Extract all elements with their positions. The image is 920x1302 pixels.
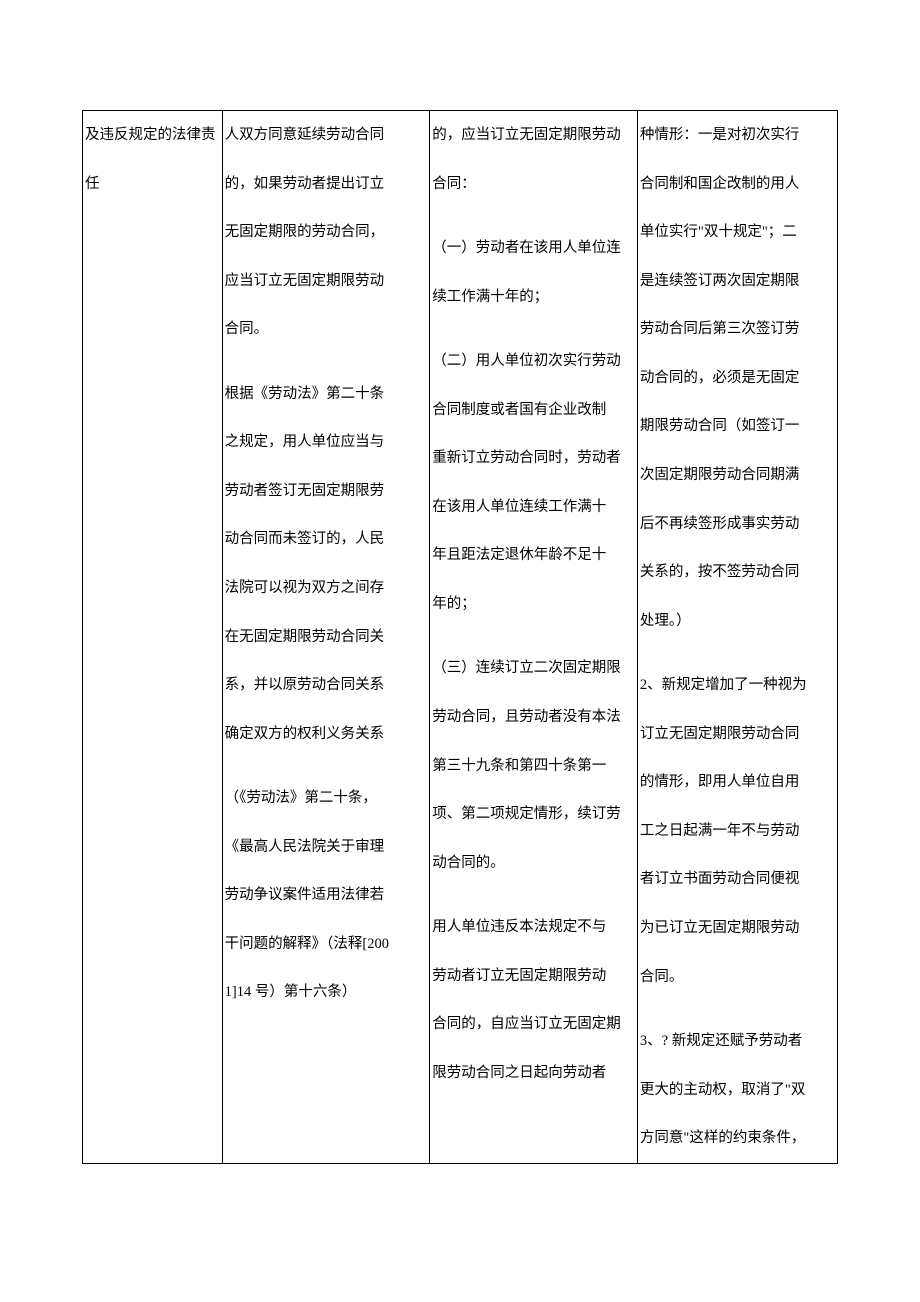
text-line: （三）连续订立二次固定期限 (432, 644, 635, 693)
text-line: 动合同的。 (432, 839, 635, 888)
text-line: 续工作满十年的； (432, 273, 635, 322)
text-line: 用人单位违反本法规定不与 (432, 903, 635, 952)
text-line: 根据《劳动法》第二十条 (225, 370, 428, 419)
paragraph-gap (640, 1001, 835, 1017)
text-line: 合同制和国企改制的用人 (640, 160, 835, 209)
paragraph-gap (432, 629, 635, 645)
text-line: 次固定期限劳动合同期满 (640, 451, 835, 500)
text-line: 关系的，按不签劳动合同 (640, 548, 835, 597)
text-line: 的情形，即用人单位自用 (640, 758, 835, 807)
text-line: 的，如果劳动者提出订立 (225, 160, 428, 209)
paragraph-gap (432, 321, 635, 337)
text-line: 及违反规定的法律责 (85, 111, 220, 160)
cell-new-law: 的，应当订立无固定期限劳动 合同： （一）劳动者在该用人单位连 续工作满十年的；… (430, 111, 638, 1164)
text-line: 期限劳动合同（如签订一 (640, 402, 835, 451)
text-line: 者订立书面劳动合同便视 (640, 855, 835, 904)
paragraph-gap (225, 758, 428, 774)
text-line: 的，应当订立无固定期限劳动 (432, 111, 635, 160)
text-line: 人双方同意延续劳动合同 (225, 111, 428, 160)
cell-topic: 及违反规定的法律责 任 (83, 111, 223, 1164)
text-line: 劳动者签订无固定期限劳 (225, 467, 428, 516)
text-line: （二）用人单位初次实行劳动 (432, 337, 635, 386)
text-line: 劳动合同，且劳动者没有本法 (432, 693, 635, 742)
text-line: 之规定，用人单位应当与 (225, 418, 428, 467)
cell-comment: 种情形：一是对初次实行 合同制和国企改制的用人 单位实行"双十规定"；二 是连续… (637, 111, 837, 1164)
text-line: 为已订立无固定期限劳动 (640, 904, 835, 953)
text-line: 合同的，自应当订立无固定期 (432, 1000, 635, 1049)
text-line: 动合同的，必须是无固定 (640, 354, 835, 403)
table-row: 及违反规定的法律责 任 人双方同意延续劳动合同 的，如果劳动者提出订立 无固定期… (83, 111, 838, 1164)
text-line: 年且距法定退休年龄不足十 (432, 531, 635, 580)
paragraph-gap (640, 645, 835, 661)
text-line: 单位实行"双十规定"；二 (640, 208, 835, 257)
text-line: 订立无固定期限劳动合同 (640, 710, 835, 759)
text-line: 确定双方的权利义务关系 (225, 710, 428, 759)
text-line: 后不再续签形成事实劳动 (640, 500, 835, 549)
text-line: 方同意"这样的约束条件， (640, 1114, 835, 1163)
text-line: 任 (85, 160, 220, 209)
text-line: 更大的主动权，取消了"双 (640, 1066, 835, 1115)
text-line: 无固定期限的劳动合同， (225, 208, 428, 257)
text-line: 工之日起满一年不与劳动 (640, 807, 835, 856)
text-line: 干问题的解释》（法释[200 (225, 920, 428, 969)
text-line: 《最高人民法院关于审理 (225, 823, 428, 872)
text-line: 在无固定期限劳动合同关 (225, 613, 428, 662)
text-line: 法院可以视为双方之间存 (225, 564, 428, 613)
text-line: 年的； (432, 580, 635, 629)
text-line: 动合同而未签订的，人民 (225, 515, 428, 564)
text-line: 限劳动合同之日起向劳动者 (432, 1049, 635, 1098)
text-line: 项、第二项规定情形，续订劳 (432, 790, 635, 839)
text-line: 劳动合同后第三次签订劳 (640, 305, 835, 354)
text-line: 在该用人单位连续工作满十 (432, 483, 635, 532)
text-line: 处理。） (640, 597, 835, 646)
text-line: 合同。 (640, 953, 835, 1002)
text-line: 重新订立劳动合同时，劳动者 (432, 434, 635, 483)
paragraph-gap (432, 208, 635, 224)
text-line: 种情形：一是对初次实行 (640, 111, 835, 160)
text-line: （《劳动法》第二十条， (225, 774, 428, 823)
text-line: 是连续签订两次固定期限 (640, 257, 835, 306)
comparison-table: 及违反规定的法律责 任 人双方同意延续劳动合同 的，如果劳动者提出订立 无固定期… (82, 110, 838, 1164)
text-line: 劳动者订立无固定期限劳动 (432, 952, 635, 1001)
paragraph-gap (225, 354, 428, 370)
text-line: 应当订立无固定期限劳动 (225, 257, 428, 306)
text-line: 合同： (432, 160, 635, 209)
cell-old-law: 人双方同意延续劳动合同 的，如果劳动者提出订立 无固定期限的劳动合同， 应当订立… (222, 111, 430, 1164)
text-line: 第三十九条和第四十条第一 (432, 742, 635, 791)
text-line: 1]14 号）第十六条） (225, 968, 428, 1017)
text-line: 劳动争议案件适用法律若 (225, 871, 428, 920)
text-line: 合同制度或者国有企业改制 (432, 386, 635, 435)
text-line: 3、? 新规定还赋予劳动者 (640, 1017, 835, 1066)
text-line: 系，并以原劳动合同关系 (225, 661, 428, 710)
text-line: 2、新规定增加了一种视为 (640, 661, 835, 710)
paragraph-gap (432, 887, 635, 903)
text-line: 合同。 (225, 305, 428, 354)
text-line: （一）劳动者在该用人单位连 (432, 224, 635, 273)
